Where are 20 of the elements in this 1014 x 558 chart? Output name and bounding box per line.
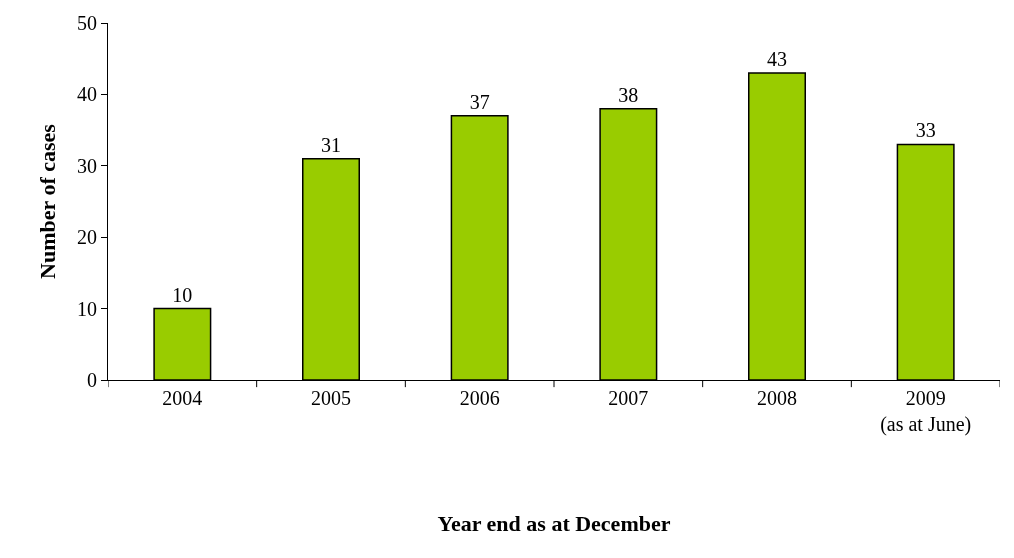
y-axis-title: Number of cases (34, 123, 60, 279)
x-tick-label: 2004 (162, 387, 203, 409)
y-tick-label: 10 (77, 297, 97, 320)
y-tick-label: 0 (87, 369, 97, 391)
y-tick-label: 30 (77, 154, 97, 177)
data-label: 31 (321, 133, 341, 156)
data-label: 33 (915, 119, 936, 142)
x-tick-label: 2009 (as at June) (880, 387, 972, 436)
y-tick-label: 50 (77, 12, 97, 34)
x-tick-label: 2007 (608, 387, 649, 409)
data-label: 38 (618, 83, 639, 106)
x-tick-label: 2008 (757, 387, 797, 409)
y-tick-label: 40 (77, 83, 97, 106)
x-axis-title: Year end as at December (437, 510, 671, 536)
data-label: 37 (469, 90, 490, 113)
x-tick-label: 2005 (311, 387, 351, 409)
y-tick-label: 20 (77, 226, 97, 249)
data-label: 10 (172, 283, 193, 306)
x-tick-label: 2006 (459, 387, 500, 409)
data-label: 43 (767, 47, 787, 70)
